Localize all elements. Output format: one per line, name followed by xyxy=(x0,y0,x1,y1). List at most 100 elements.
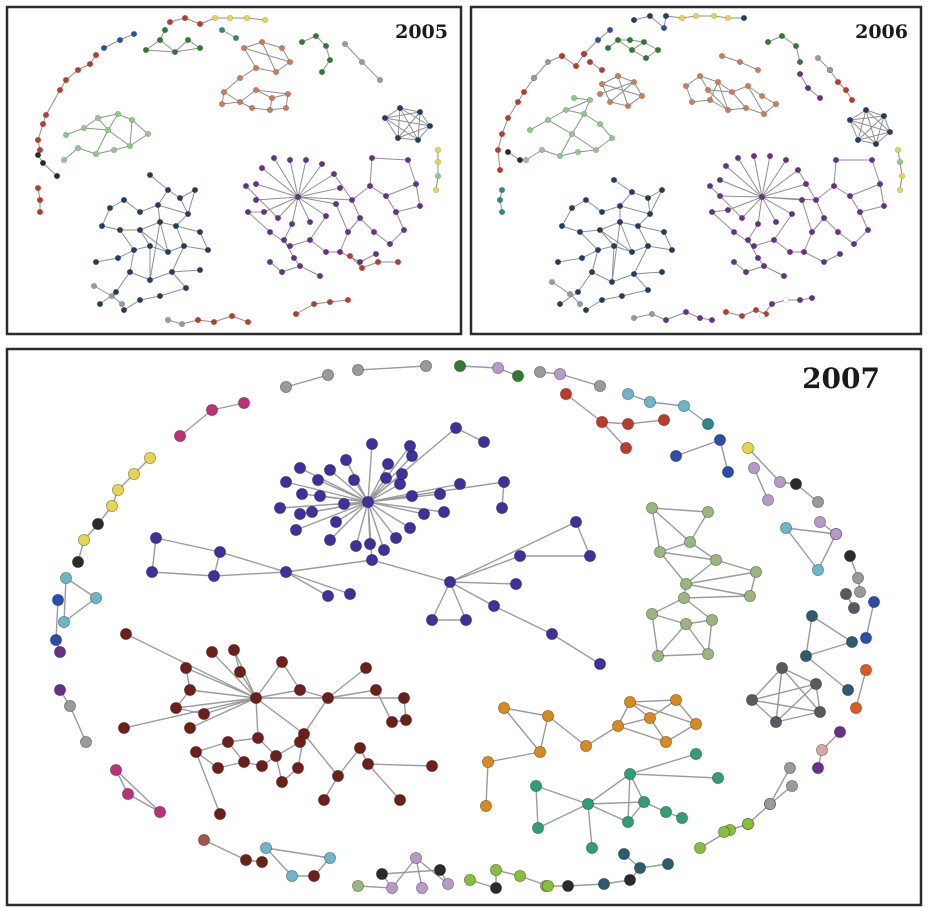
network-node xyxy=(240,44,248,52)
network-node xyxy=(638,92,646,100)
network-edge xyxy=(559,151,579,157)
network-edge xyxy=(533,61,549,79)
network-node xyxy=(252,86,260,94)
network-edge xyxy=(395,205,421,213)
network-node xyxy=(397,692,410,705)
network-edge xyxy=(297,196,353,201)
network-node xyxy=(361,758,374,771)
network-node xyxy=(248,104,256,112)
network-edge xyxy=(399,107,421,113)
network-node xyxy=(814,706,827,719)
network-edge xyxy=(741,196,763,219)
network-node xyxy=(894,146,902,154)
network-edge xyxy=(95,129,109,155)
network-edge xyxy=(757,196,763,225)
network-edge xyxy=(651,507,691,543)
network-edge xyxy=(785,527,837,535)
network-node xyxy=(432,186,440,194)
network-node xyxy=(558,52,566,60)
network-edge xyxy=(367,763,401,801)
network-edge xyxy=(849,115,885,121)
network-edge xyxy=(747,239,759,259)
network-node xyxy=(92,258,100,266)
network-node xyxy=(90,282,98,290)
network-edge xyxy=(361,61,381,81)
network-node xyxy=(252,64,260,72)
network-edge xyxy=(565,99,591,111)
network-node xyxy=(682,308,690,316)
network-edge xyxy=(849,183,881,197)
network-node xyxy=(770,716,783,729)
network-node xyxy=(425,614,438,627)
network-node xyxy=(626,36,634,44)
network-node xyxy=(260,208,268,216)
network-node xyxy=(718,52,726,60)
network-node xyxy=(706,96,714,104)
network-edge xyxy=(199,231,209,251)
network-node xyxy=(92,51,100,59)
network-edge xyxy=(195,751,221,815)
network-node xyxy=(682,82,690,90)
network-node xyxy=(504,148,512,156)
network-node xyxy=(796,296,804,304)
network-node xyxy=(130,246,138,254)
panel-2006-year-label: 2006 xyxy=(855,21,908,43)
network-edge xyxy=(367,501,411,529)
network-edge xyxy=(629,699,677,703)
network-edge xyxy=(559,291,579,305)
network-node xyxy=(662,12,670,20)
network-edge xyxy=(381,869,441,875)
network-edge xyxy=(129,271,151,281)
network-edge xyxy=(115,769,161,813)
network-node xyxy=(640,38,648,46)
network-edge xyxy=(547,119,573,135)
network-edge xyxy=(295,501,369,531)
network-edge xyxy=(245,185,279,219)
network-node xyxy=(189,746,202,759)
network-edge xyxy=(651,507,709,513)
network-node xyxy=(312,32,320,40)
network-node xyxy=(172,222,180,230)
network-node xyxy=(279,566,292,579)
network-edge xyxy=(297,173,335,198)
network-edge xyxy=(399,107,431,127)
network-node xyxy=(770,236,778,244)
network-edge xyxy=(775,711,821,723)
network-node xyxy=(210,318,218,326)
network-edge xyxy=(175,697,257,709)
network-node xyxy=(146,242,154,250)
network-node xyxy=(258,164,266,172)
network-edge xyxy=(83,127,109,131)
network-node xyxy=(323,463,336,476)
network-node xyxy=(317,794,330,807)
network-node xyxy=(318,68,326,76)
network-node xyxy=(628,188,636,196)
network-node xyxy=(498,186,506,194)
network-node xyxy=(594,246,602,254)
network-node xyxy=(836,250,844,258)
network-edge xyxy=(367,763,433,767)
network-edge xyxy=(751,683,817,701)
network-node xyxy=(710,554,723,567)
network-node xyxy=(363,538,376,551)
network-node xyxy=(393,477,406,490)
network-node xyxy=(322,212,330,220)
network-edge xyxy=(213,315,233,323)
network-edge xyxy=(857,131,891,141)
network-edge xyxy=(717,81,729,111)
network-edge xyxy=(145,39,161,51)
network-node xyxy=(168,268,176,276)
network-edge xyxy=(633,271,663,275)
network-node xyxy=(207,570,220,583)
network-node xyxy=(112,483,125,496)
network-edge xyxy=(529,119,549,131)
network-node xyxy=(106,499,119,512)
network-edge xyxy=(857,115,885,141)
network-edge xyxy=(859,205,885,213)
network-edge xyxy=(721,55,741,63)
network-node xyxy=(341,40,349,48)
network-edge xyxy=(737,157,763,198)
network-node xyxy=(724,14,732,22)
network-edge xyxy=(751,667,783,701)
network-edge xyxy=(419,111,431,127)
